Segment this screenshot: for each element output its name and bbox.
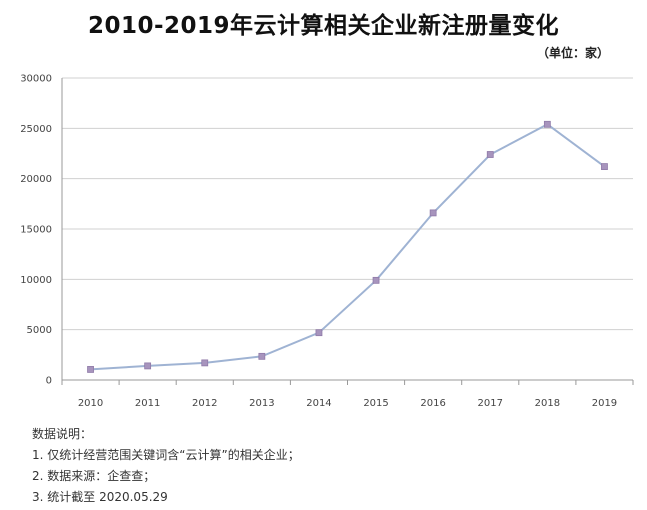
axis-layer: 0 5000 10000 15000 20000 25000 30000 2010 2011 20… xyxy=(20,74,634,409)
y-tick-label: 10000 xyxy=(20,275,52,286)
notes-heading: 数据说明： xyxy=(32,427,93,441)
unit-label: （单位：家） xyxy=(536,46,609,60)
y-tick-label: 25000 xyxy=(20,124,52,135)
x-tick-label: 2016 xyxy=(420,398,445,409)
x-tick-label: 2011 xyxy=(135,398,160,409)
data-point-marker xyxy=(201,359,209,367)
y-tick-label: 0 xyxy=(46,376,52,387)
note-item-3: 3. 统计截至 2020.05.29 xyxy=(32,490,168,504)
data-notes: 数据说明： 1. 仅统计经营范围关键词含“云计算”的相关企业； 2. 数据来源：… xyxy=(32,424,300,508)
data-point-marker xyxy=(429,209,437,217)
chart-title: 2010-2019年云计算相关企业新注册量变化 xyxy=(87,13,560,39)
data-point-marker xyxy=(87,366,94,373)
marker-layer xyxy=(87,120,608,373)
x-tick-label: 2019 xyxy=(592,398,617,409)
x-tick-label: 2013 xyxy=(249,398,274,409)
x-tick-label: 2010 xyxy=(78,398,103,409)
line-chart: 0 5000 10000 15000 20000 25000 30000 2010 2011 20… xyxy=(20,74,634,409)
x-tick-label: 2015 xyxy=(363,398,388,409)
grid-layer xyxy=(62,77,633,331)
x-tick-label: 2012 xyxy=(192,398,217,409)
data-point-marker xyxy=(372,276,380,284)
data-point-marker xyxy=(144,362,152,370)
series-line xyxy=(90,123,606,371)
data-point-marker xyxy=(543,120,551,128)
data-point-marker xyxy=(258,352,266,360)
y-tick-label: 30000 xyxy=(20,74,52,85)
y-tick-label: 20000 xyxy=(20,174,52,185)
y-tick-label: 15000 xyxy=(20,225,52,236)
y-tick-label: 5000 xyxy=(27,325,52,336)
note-item-1: 1. 仅统计经营范围关键词含“云计算”的相关企业； xyxy=(32,448,300,462)
x-tick-label: 2018 xyxy=(535,398,560,409)
x-tick-label: 2017 xyxy=(478,398,503,409)
data-point-marker xyxy=(601,163,608,170)
note-item-2: 2. 数据来源：企查查； xyxy=(32,469,156,483)
line-layer xyxy=(90,123,606,371)
x-tick-label: 2014 xyxy=(306,398,331,409)
data-point-marker xyxy=(315,329,323,337)
data-point-marker xyxy=(486,151,494,158)
